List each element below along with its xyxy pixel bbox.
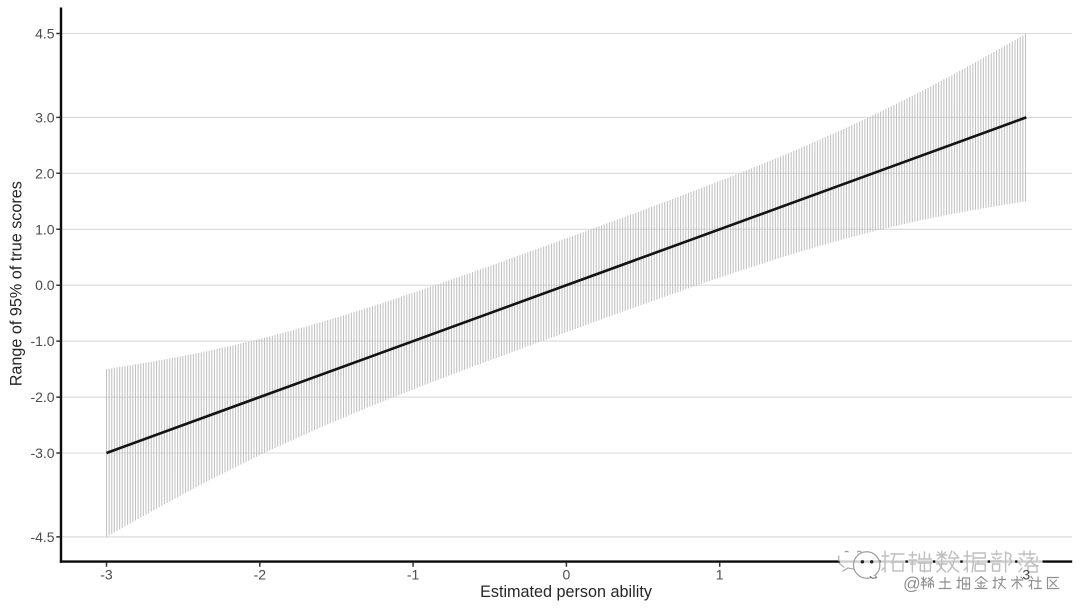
svg-text:0.0: 0.0 [35,277,55,293]
svg-text:-2: -2 [254,567,267,583]
svg-text:-3.0: -3.0 [30,445,54,461]
svg-text:@: @ [903,574,921,594]
svg-text:0: 0 [563,567,571,583]
svg-text:Range of 95% of true scores: Range of 95% of true scores [7,181,25,386]
svg-text:Estimated person ability: Estimated person ability [480,583,653,601]
svg-text:-3: -3 [100,567,113,583]
svg-text:-4.5: -4.5 [30,529,54,545]
svg-text:3: 3 [1022,567,1030,583]
svg-text:-1: -1 [407,567,420,583]
svg-text:1.0: 1.0 [35,221,55,237]
svg-text:-2.0: -2.0 [30,389,54,405]
svg-text:3.0: 3.0 [35,109,55,125]
svg-text:-1.0: -1.0 [30,333,54,349]
svg-text:2.0: 2.0 [35,165,55,181]
svg-text:4.5: 4.5 [35,26,55,42]
svg-text:1: 1 [716,567,724,583]
